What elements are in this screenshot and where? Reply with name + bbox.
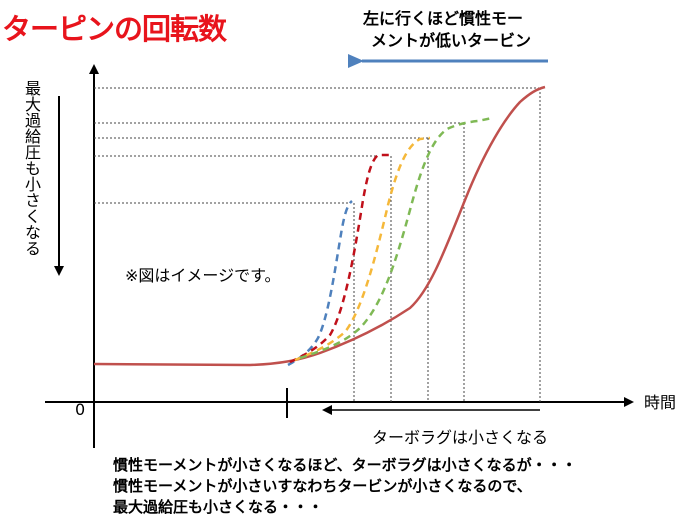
turbo-lag-label: ターボラグは小さくなる [372,428,549,447]
origin-label: 0 [75,400,86,419]
guide-lines-horizontal [94,87,540,204]
top-note-line-2: メントが低いタービン [371,31,532,50]
darkred-turbine-curve [289,153,392,364]
top-note-line-1: 左に行くほど慣性モー [363,9,524,28]
bottom-text-line-1: 慣性モーメントが小さくなるほど、ターボラグは小さくなるが・・・ [113,456,577,474]
page-title: ターピンの回転数 [2,12,227,46]
orange-turbine-curve [294,136,431,362]
image-caption: ※図はイメージです。 [125,266,281,285]
bottom-text-line-3: 最大過給圧も小さくなる・・・ [113,498,324,516]
guide-lines-vertical [353,88,541,402]
blue-turbine-curve [287,200,353,367]
green-turbine-curve [299,116,493,360]
y-axis-label: 最大過給圧も小さくなる [22,80,41,256]
bottom-text: 慣性モーメントが小さくなるほど、ターボラグは小さくなるが・・・ 慣性モーメントが… [113,455,577,518]
bottom-text-line-2: 慣性モーメントが小さいすなわちタービンが小さくなるので、 [113,477,532,495]
top-note: 左に行くほど慣性モー メントが低いタービン [363,8,683,52]
main-turbine-curve [93,85,546,367]
x-axis-label: 時間 [644,393,677,412]
